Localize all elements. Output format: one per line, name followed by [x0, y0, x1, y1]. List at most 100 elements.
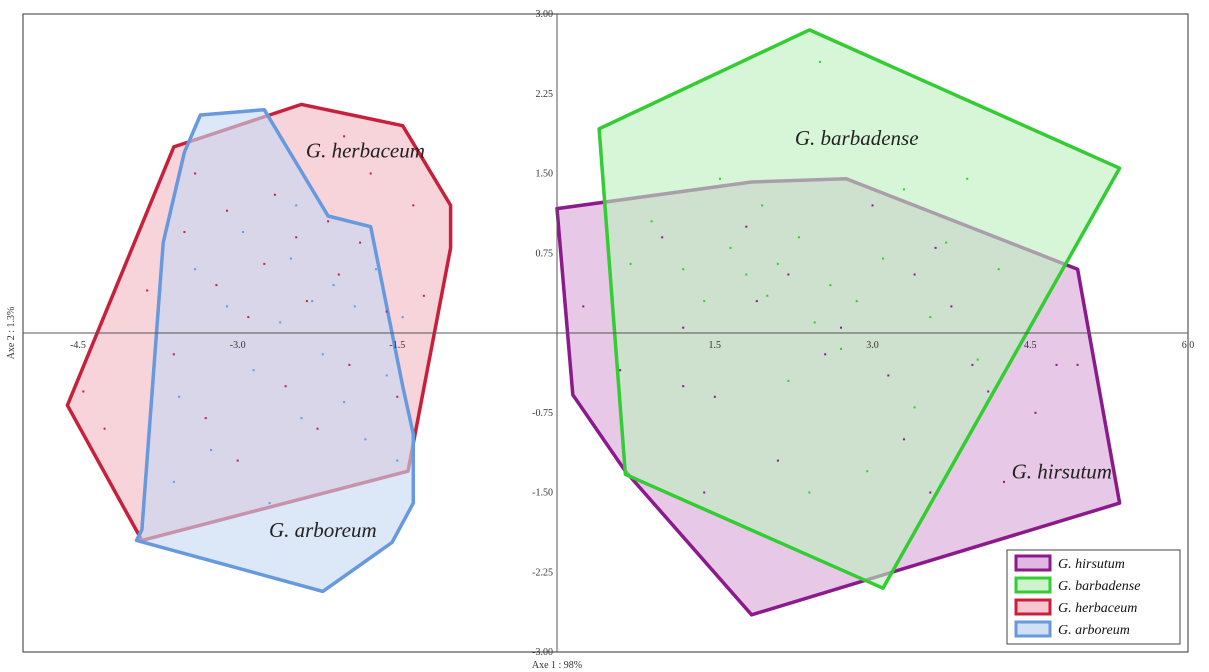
- y-tick-label: 3.00: [536, 9, 554, 20]
- y-tick-label: -0.75: [532, 408, 553, 419]
- x-tick-label: -1.5: [389, 340, 405, 351]
- y-tick-label: 1.50: [536, 169, 554, 180]
- y-tick-label: 2.25: [536, 89, 554, 100]
- point-g-barbadense: [829, 284, 832, 287]
- hull-g-barbadense: [597, 28, 1122, 590]
- point-g-arboreum: [178, 395, 181, 398]
- point-g-herbaceum: [316, 427, 319, 430]
- x-tick-label: 4.5: [1024, 340, 1037, 351]
- legend-label: G. herbaceum: [1058, 601, 1137, 616]
- point-g-arboreum: [242, 231, 244, 233]
- point-g-arboreum: [375, 268, 377, 271]
- point-g-barbadense: [813, 321, 816, 324]
- point-g-hirsutum: [871, 204, 874, 207]
- point-g-hirsutum: [887, 374, 890, 377]
- point-g-hirsutum: [840, 326, 842, 329]
- x-tick-label: 3.0: [866, 340, 879, 351]
- point-g-arboreum: [353, 305, 356, 308]
- point-g-arboreum: [194, 268, 197, 271]
- hull-annotation: G. herbaceum: [306, 139, 425, 163]
- point-g-herbaceum: [369, 172, 372, 175]
- y-tick-label: -1.50: [532, 488, 553, 499]
- axes-layer: [23, 14, 1188, 652]
- point-g-hirsutum: [929, 491, 932, 494]
- point-g-hirsutum: [703, 491, 706, 494]
- point-g-arboreum: [364, 438, 367, 441]
- point-g-barbadense: [913, 406, 916, 409]
- point-g-barbadense: [787, 379, 790, 382]
- point-g-barbadense: [650, 220, 653, 223]
- y-tick-label: 0.75: [536, 248, 554, 259]
- point-g-barbadense: [808, 491, 811, 494]
- point-g-arboreum: [321, 353, 324, 356]
- point-g-barbadense: [997, 268, 1000, 271]
- x-tick-label: -4.5: [70, 340, 86, 351]
- point-g-hirsutum: [903, 438, 905, 441]
- point-g-barbadense: [818, 60, 821, 63]
- point-g-hirsutum: [1003, 480, 1005, 483]
- point-g-hirsutum: [682, 326, 685, 329]
- point-g-hirsutum: [582, 305, 585, 308]
- point-g-herbaceum: [385, 310, 388, 313]
- point-g-herbaceum: [183, 231, 186, 233]
- point-g-barbadense: [745, 273, 748, 276]
- point-g-hirsutum: [824, 353, 827, 356]
- point-g-barbadense: [976, 358, 979, 361]
- point-g-herbaceum: [82, 390, 85, 393]
- point-g-herbaceum: [327, 220, 330, 223]
- point-g-herbaceum: [172, 353, 175, 356]
- point-g-barbadense: [761, 204, 764, 207]
- point-g-arboreum: [172, 480, 175, 483]
- point-layer: [82, 60, 1079, 505]
- y-tick-label: -2.25: [532, 567, 553, 578]
- point-g-arboreum: [300, 417, 303, 420]
- point-g-barbadense: [629, 262, 632, 265]
- point-g-barbadense: [729, 246, 732, 249]
- point-g-barbadense: [840, 347, 842, 350]
- point-g-hirsutum: [950, 305, 953, 308]
- x-tick-label: 6.0: [1182, 340, 1195, 351]
- point-g-hirsutum: [1076, 363, 1079, 366]
- point-g-herbaceum: [359, 241, 362, 244]
- point-g-arboreum: [401, 316, 404, 319]
- point-g-barbadense: [766, 294, 769, 297]
- point-g-barbadense: [855, 300, 858, 303]
- point-g-barbadense: [903, 188, 905, 191]
- point-g-herbaceum: [343, 135, 346, 138]
- point-g-hirsutum: [1034, 411, 1037, 414]
- point-g-hirsutum: [913, 273, 916, 276]
- point-g-herbaceum: [348, 363, 351, 366]
- point-g-hirsutum: [1055, 363, 1058, 366]
- point-g-barbadense: [703, 300, 706, 303]
- point-g-herbaceum: [194, 172, 197, 175]
- point-g-herbaceum: [305, 300, 308, 303]
- point-g-arboreum: [210, 449, 213, 451]
- point-g-herbaceum: [295, 236, 298, 239]
- point-g-arboreum: [332, 284, 335, 287]
- y-axis-title: Axe 2 : 1.3%: [6, 307, 17, 360]
- point-g-hirsutum: [971, 363, 974, 366]
- point-g-herbaceum: [284, 385, 287, 388]
- point-g-hirsutum: [987, 390, 990, 393]
- point-g-hirsutum: [755, 300, 758, 303]
- point-g-herbaceum: [215, 284, 218, 287]
- point-g-herbaceum: [337, 273, 340, 276]
- point-g-hirsutum: [682, 385, 685, 388]
- point-g-barbadense: [866, 470, 869, 473]
- point-g-herbaceum: [412, 204, 415, 207]
- point-g-arboreum: [311, 300, 314, 303]
- point-g-arboreum: [396, 459, 399, 462]
- point-g-hirsutum: [787, 273, 790, 276]
- point-g-herbaceum: [236, 459, 239, 462]
- point-g-herbaceum: [422, 294, 425, 297]
- point-g-arboreum: [268, 502, 271, 505]
- point-g-hirsutum: [619, 369, 622, 372]
- point-g-arboreum: [295, 204, 298, 207]
- point-g-barbadense: [966, 177, 969, 180]
- point-g-arboreum: [226, 305, 228, 308]
- point-g-barbadense: [882, 257, 884, 260]
- point-g-hirsutum: [713, 395, 716, 398]
- hull-annotation: G. hirsutum: [1012, 460, 1112, 484]
- annotation-layer: G. herbaceum G. barbadense G. hirsutum G. a…: [269, 126, 1112, 542]
